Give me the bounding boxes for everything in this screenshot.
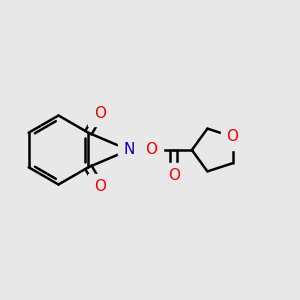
Text: O: O [168, 168, 180, 183]
Text: N: N [123, 142, 135, 158]
Text: O: O [94, 106, 106, 121]
Text: O: O [146, 142, 158, 158]
Text: O: O [94, 179, 106, 194]
Text: O: O [226, 129, 238, 144]
